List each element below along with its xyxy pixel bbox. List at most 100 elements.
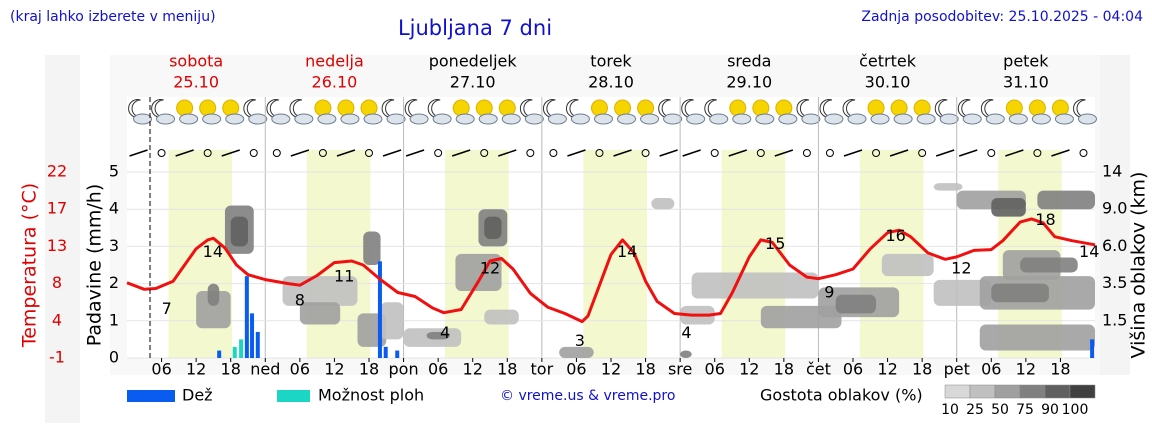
cloud-cell bbox=[1020, 257, 1078, 273]
y3-tick-label: 3.5 bbox=[1102, 273, 1127, 292]
cloud-icon bbox=[1031, 113, 1051, 125]
x-tick-label: 12 bbox=[739, 360, 759, 379]
x-tick-label: 18 bbox=[912, 360, 932, 379]
cloud-cell bbox=[484, 309, 519, 325]
cloud-icon bbox=[409, 113, 429, 125]
wind-barb bbox=[959, 149, 978, 157]
cloud-legend-label: 10 bbox=[941, 402, 959, 418]
cloud-icon bbox=[985, 113, 1005, 125]
cloud-cell bbox=[991, 283, 1049, 303]
wind-calm bbox=[157, 149, 166, 157]
cloud-legend-box bbox=[994, 384, 1021, 399]
x-tick-label: 06 bbox=[428, 360, 448, 379]
temperature-label: 3 bbox=[575, 331, 585, 350]
credit: © vreme.us & vreme.pro bbox=[500, 388, 675, 404]
x-tick-label: sre bbox=[668, 360, 692, 379]
x-tick-label: 06 bbox=[290, 360, 310, 379]
cloud-cell bbox=[380, 302, 404, 340]
cloud-cell bbox=[680, 350, 692, 358]
cloud-icon bbox=[547, 113, 567, 125]
wind-calm bbox=[549, 149, 558, 157]
x-tick-label: 06 bbox=[843, 360, 863, 379]
y3-tick-label: 6.0 bbox=[1102, 236, 1127, 255]
cloud-axis-title: Višina oblakov (km) bbox=[1128, 172, 1150, 359]
precip-bar bbox=[395, 350, 400, 358]
cloud-icon bbox=[363, 113, 383, 125]
wind-calm bbox=[802, 149, 811, 157]
day-name: ponedeljek bbox=[429, 52, 518, 71]
temperature-label: 7 bbox=[162, 299, 172, 318]
wind-barb bbox=[451, 149, 471, 157]
wind-calm bbox=[987, 149, 996, 157]
y2-tick-label: 22 bbox=[47, 162, 67, 181]
precip-bar bbox=[232, 346, 237, 358]
cloud-icon bbox=[225, 113, 245, 125]
x-tick-label: 18 bbox=[359, 360, 379, 379]
wind-calm bbox=[272, 149, 281, 157]
wind-barb bbox=[613, 149, 632, 157]
wind-calm bbox=[918, 149, 927, 157]
cloud-icon bbox=[939, 113, 959, 125]
cloud-icon bbox=[317, 113, 337, 125]
wind-calm bbox=[480, 149, 489, 157]
updated: Zadnja posodobitev: 25.10.2025 - 04:04 bbox=[861, 9, 1143, 25]
wind-barb bbox=[774, 149, 794, 157]
cloud-icon bbox=[156, 113, 176, 125]
left-panel bbox=[45, 55, 80, 423]
day-name: nedelja bbox=[305, 52, 364, 71]
day-name: petek bbox=[1003, 52, 1049, 71]
precip-bar bbox=[377, 261, 382, 358]
y-tick-label: 5 bbox=[109, 162, 119, 181]
temperature-label: 12 bbox=[951, 258, 971, 277]
cloud-icon bbox=[202, 113, 222, 125]
day-date: 29.10 bbox=[726, 73, 772, 92]
x-tick-label: 18 bbox=[221, 360, 241, 379]
wind-barb bbox=[889, 149, 909, 157]
wind-barb bbox=[290, 149, 310, 157]
cloud-legend-box bbox=[969, 384, 996, 399]
y3-tick-label: 9.0 bbox=[1102, 199, 1127, 218]
cloud-legend-label: 100 bbox=[1062, 402, 1089, 418]
wind-barb bbox=[221, 149, 240, 157]
cloud-icon bbox=[524, 113, 544, 125]
temperature-label: 8 bbox=[295, 291, 305, 310]
temperature-label: 15 bbox=[765, 234, 785, 253]
wind-barb bbox=[382, 149, 402, 157]
cloud-cell bbox=[691, 272, 819, 299]
cloud-icon bbox=[640, 113, 660, 125]
daylight-band bbox=[583, 150, 647, 358]
cloud-legend-box bbox=[1019, 384, 1046, 399]
wind-calm bbox=[318, 149, 327, 157]
cloud-cell bbox=[559, 346, 594, 358]
cloud-icon bbox=[133, 113, 153, 125]
cloud-legend-box bbox=[1044, 384, 1071, 399]
cloud-legend-label: 25 bbox=[966, 402, 984, 418]
x-tick-label: čet bbox=[806, 360, 831, 379]
wind-calm bbox=[710, 149, 719, 157]
cloud-legend-label: 90 bbox=[1041, 402, 1059, 418]
day-date: 25.10 bbox=[173, 73, 219, 92]
temperature-label: 9 bbox=[824, 283, 834, 302]
cloud-cell bbox=[1037, 190, 1095, 210]
wind-barb bbox=[175, 149, 194, 157]
temperature-label: 16 bbox=[885, 226, 905, 245]
cloud-icon bbox=[478, 113, 498, 125]
cloud-cell bbox=[991, 198, 1026, 217]
cloud-icon bbox=[709, 113, 729, 125]
y2-tick-label: 17 bbox=[47, 199, 67, 218]
precip-bar bbox=[250, 313, 255, 358]
wind-barb bbox=[1005, 149, 1024, 157]
x-tick-label: 18 bbox=[497, 360, 517, 379]
cloud-icon bbox=[916, 113, 936, 125]
x-tick-label: pon bbox=[389, 360, 419, 379]
cloud-icon bbox=[893, 113, 913, 125]
cloud-icon bbox=[501, 113, 521, 125]
temperature-label: 4 bbox=[681, 323, 691, 342]
wind-calm bbox=[203, 149, 212, 157]
wind-barb bbox=[935, 149, 955, 157]
cloud-icon bbox=[271, 113, 291, 125]
cloud-cell bbox=[881, 253, 934, 277]
cloud-icon bbox=[294, 113, 314, 125]
wind-barb bbox=[728, 149, 747, 157]
cloud-legend-box bbox=[1069, 384, 1096, 399]
